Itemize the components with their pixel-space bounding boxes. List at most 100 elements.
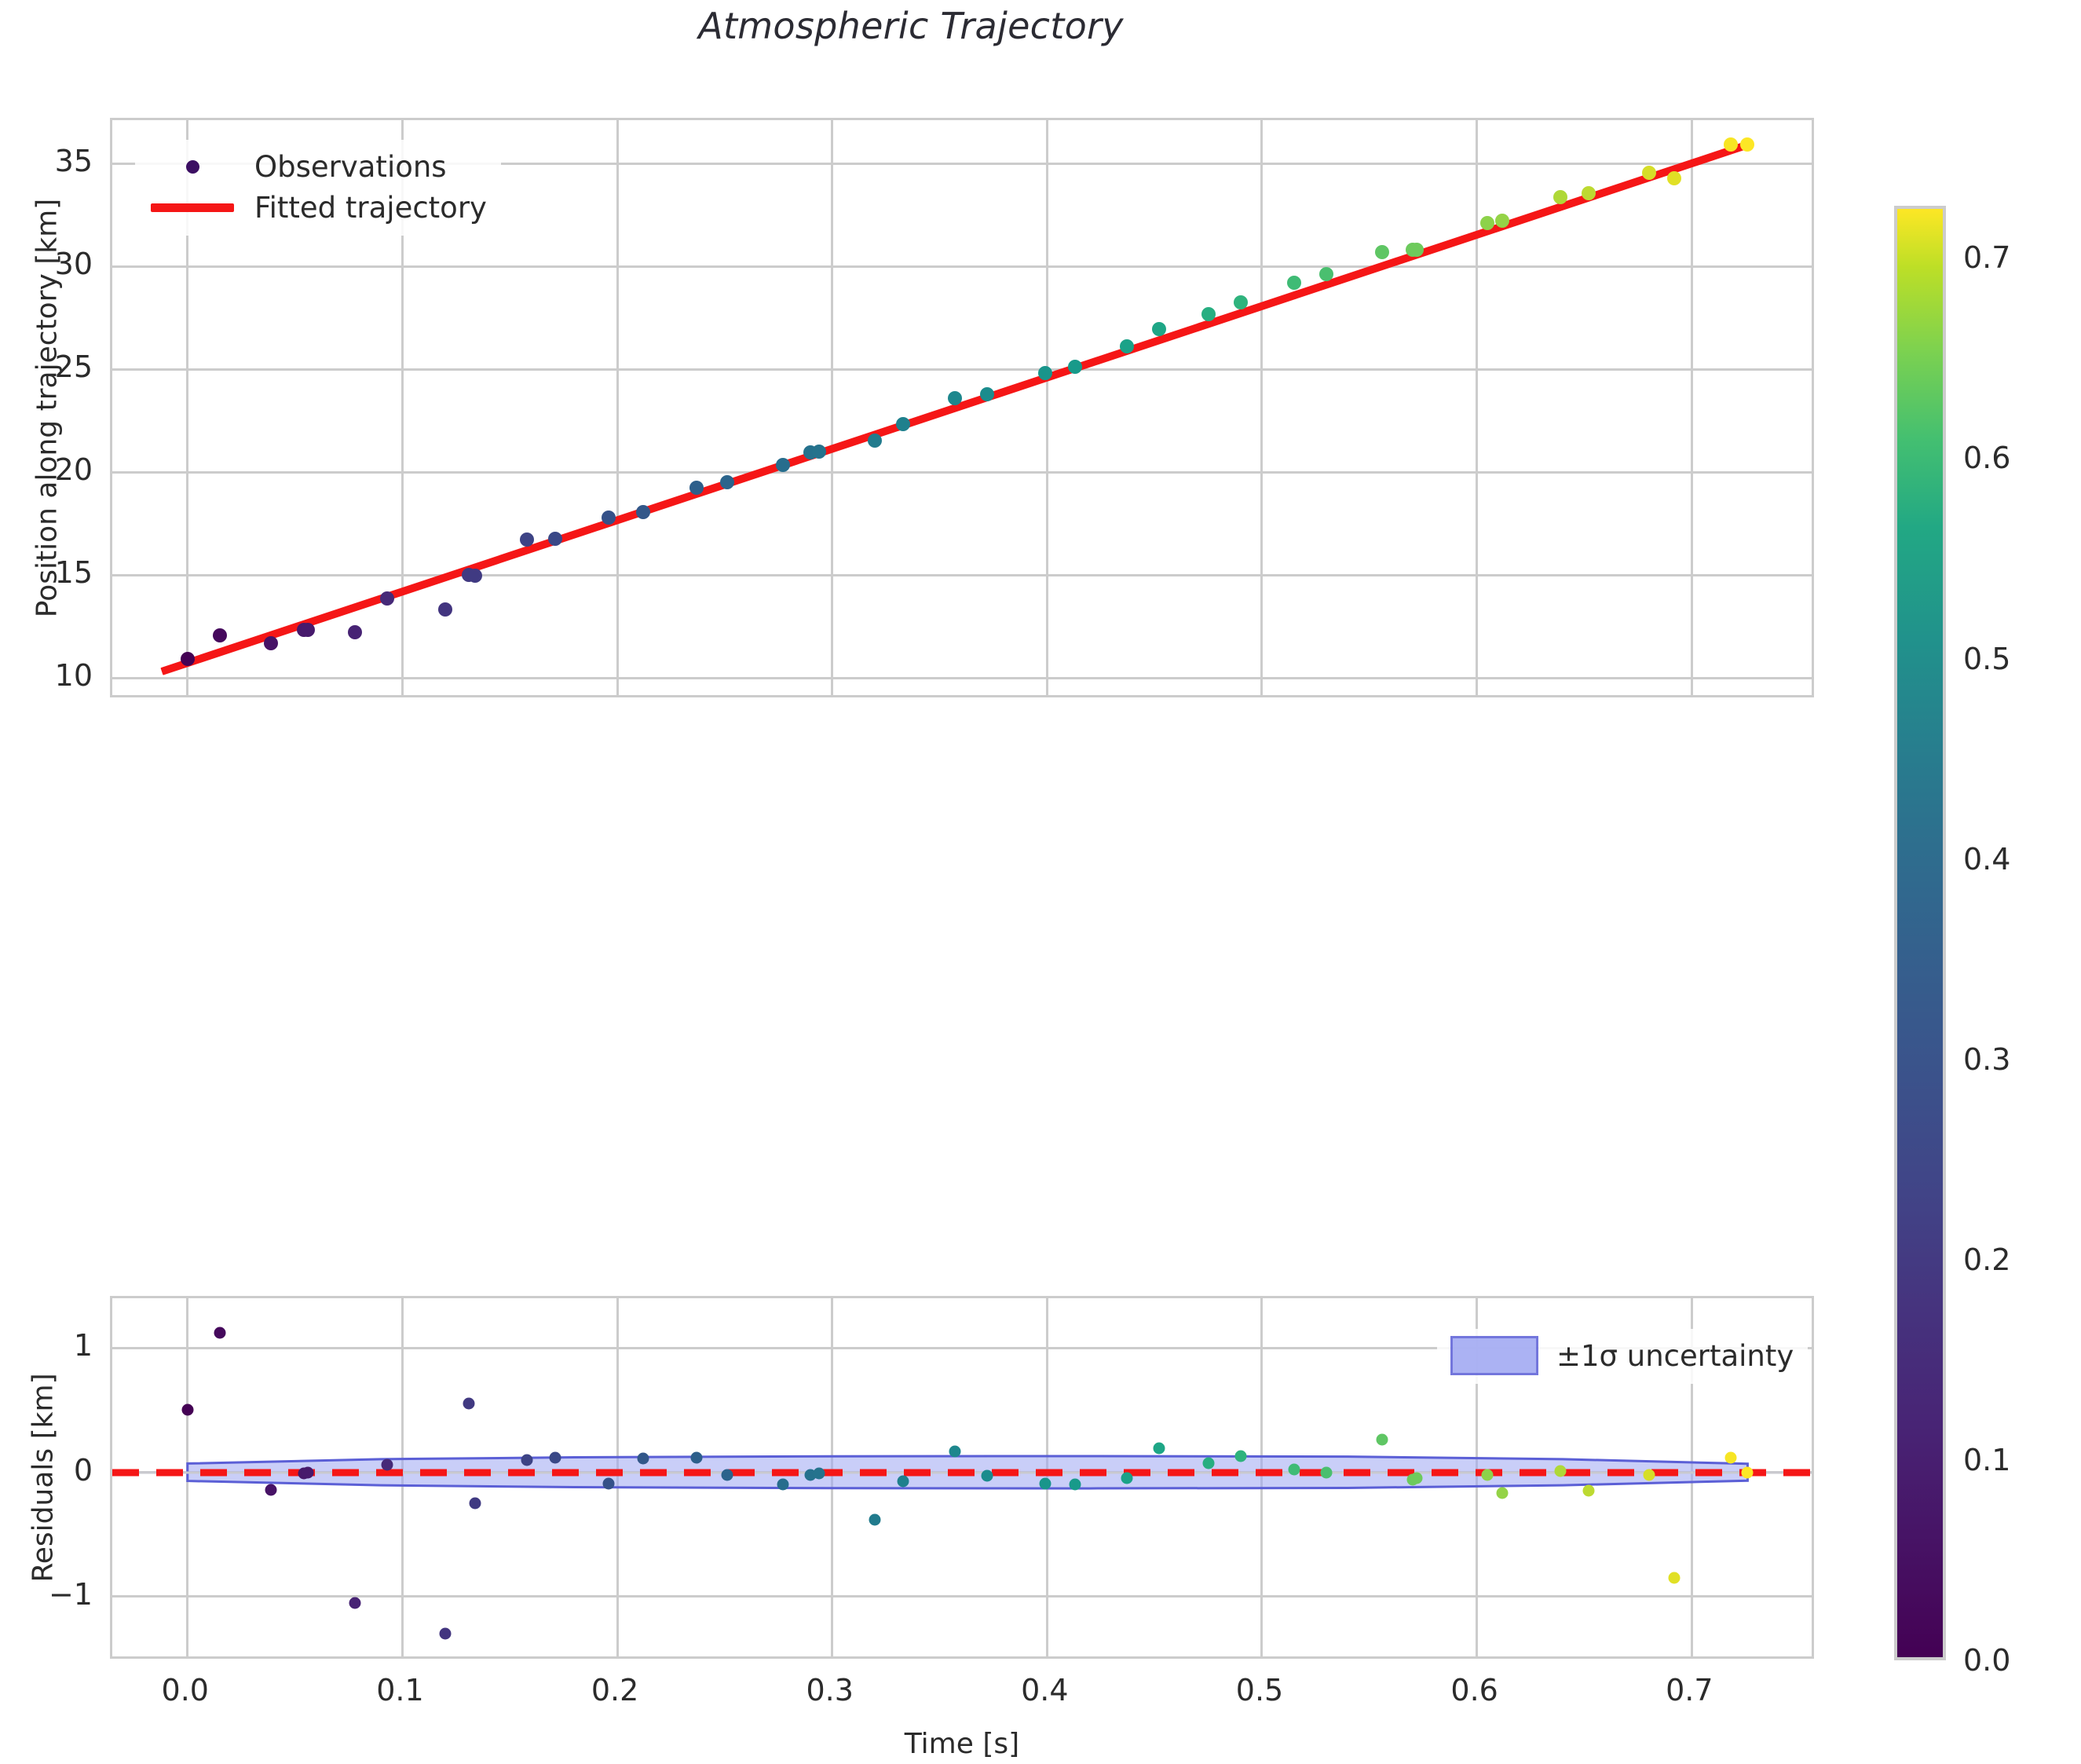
gridline-vertical: [1260, 120, 1264, 695]
residual-point: [1554, 1465, 1567, 1477]
gridline-horizontal: [112, 573, 1812, 576]
residual-point: [1039, 1477, 1051, 1490]
legend-label-uncertainty: ±1σ uncertainty: [1556, 1338, 1794, 1373]
gridline-vertical: [831, 120, 834, 695]
observation-point: [1201, 306, 1216, 321]
main-y-tick: 30: [54, 247, 93, 282]
residual-point: [1582, 1484, 1595, 1497]
residual-point: [521, 1454, 533, 1466]
colorbar-tick: 0.5: [1963, 641, 2011, 676]
colorbar-tick: 0.0: [1963, 1643, 2011, 1678]
residual-point: [463, 1397, 475, 1410]
residual-point: [1069, 1478, 1081, 1491]
observation-point: [438, 602, 453, 617]
observation-point: [602, 510, 616, 525]
observation-point: [1740, 137, 1755, 152]
colorbar-tick: 0.1: [1963, 1442, 2011, 1477]
x-tick: 0.2: [591, 1673, 639, 1707]
x-axis-label: Time [s]: [904, 1728, 1020, 1760]
residual-point: [981, 1469, 993, 1482]
residual-point: [813, 1467, 825, 1480]
observation-point: [1151, 322, 1166, 337]
observation-point: [1037, 366, 1052, 381]
residual-point: [1410, 1472, 1423, 1484]
observation-point: [348, 625, 363, 640]
x-tick: 0.7: [1666, 1673, 1713, 1707]
x-tick: 0.6: [1450, 1673, 1498, 1707]
residual-point: [602, 1477, 615, 1490]
residual-point: [469, 1497, 481, 1510]
colorbar-tick: 0.7: [1963, 240, 2011, 276]
residual-point: [439, 1627, 452, 1640]
residual-point: [265, 1484, 277, 1496]
residual-y-axis-label: Residuals [km]: [27, 1373, 60, 1583]
main-y-tick: 25: [54, 350, 93, 385]
residual-point: [777, 1478, 789, 1491]
gridline-horizontal: [112, 1346, 1812, 1349]
residual-point: [1320, 1466, 1333, 1478]
x-tick: 0.1: [376, 1673, 424, 1707]
observation-point: [635, 505, 650, 520]
colorbar-tick: 0.6: [1963, 441, 2011, 476]
x-tick: 0.0: [161, 1673, 209, 1707]
residual-point: [1376, 1433, 1388, 1446]
residual-y-tick: −1: [48, 1576, 93, 1612]
observation-point: [689, 480, 704, 495]
observation-point: [1233, 295, 1248, 310]
residual-point: [349, 1597, 361, 1609]
observation-point: [1553, 189, 1568, 204]
colorbar-gradient: [1894, 206, 1946, 1660]
residual-point: [1668, 1572, 1681, 1584]
observation-point: [1581, 186, 1596, 201]
observation-point: [1667, 170, 1682, 185]
gridline-vertical: [1476, 120, 1479, 695]
residual-point: [302, 1466, 314, 1478]
residual-point: [1724, 1451, 1737, 1464]
main-legend: Observations Fitted trajectory: [135, 140, 501, 236]
observation-point: [380, 591, 395, 606]
gridline-horizontal: [112, 676, 1812, 679]
observation-point: [520, 532, 535, 547]
observation-point: [896, 416, 910, 431]
observation-point: [1641, 165, 1656, 180]
figure-title: Atmospheric Trajectory: [698, 5, 1124, 47]
solid-line-icon: [146, 203, 239, 212]
observation-point: [719, 474, 734, 489]
residual-y-tick: 1: [73, 1328, 93, 1363]
observation-point: [1480, 215, 1495, 230]
residual-point: [1121, 1472, 1133, 1484]
main-y-tick: 10: [54, 658, 93, 694]
residual-y-tick: 0: [73, 1452, 93, 1488]
legend-label-observations: Observations: [254, 149, 447, 184]
gridline-vertical: [1690, 120, 1693, 695]
main-y-axis-label: Position along trajectory [km]: [31, 198, 64, 618]
observation-point: [1723, 137, 1738, 152]
residual-point: [1153, 1442, 1165, 1455]
residual-point: [1234, 1450, 1247, 1462]
residual-plot-area: [112, 1298, 1812, 1656]
residual-point: [1741, 1466, 1754, 1478]
legend-item-fitted-trajectory: Fitted trajectory: [146, 187, 487, 228]
residual-point: [181, 1404, 194, 1416]
scatter-dot-icon: [146, 159, 239, 174]
legend-label-fitted-trajectory: Fitted trajectory: [254, 190, 487, 225]
residual-point: [1496, 1487, 1509, 1499]
residual-point: [549, 1451, 561, 1464]
residual-point: [949, 1445, 961, 1458]
observation-point: [812, 445, 827, 459]
gridline-vertical: [186, 120, 189, 695]
colorbar-tick: 0.3: [1963, 1041, 2011, 1077]
observation-point: [979, 386, 994, 401]
gridline-horizontal: [112, 1595, 1812, 1598]
gridline-horizontal: [112, 162, 1812, 165]
observation-point: [1067, 359, 1082, 374]
residual-point: [214, 1327, 226, 1339]
residual-point: [721, 1469, 733, 1481]
main-y-tick: 35: [54, 144, 93, 179]
gridline-horizontal: [112, 470, 1812, 474]
observation-point: [180, 652, 195, 667]
residual-point: [1481, 1469, 1494, 1481]
x-tick: 0.3: [806, 1673, 854, 1707]
main-y-tick: 15: [54, 555, 93, 591]
